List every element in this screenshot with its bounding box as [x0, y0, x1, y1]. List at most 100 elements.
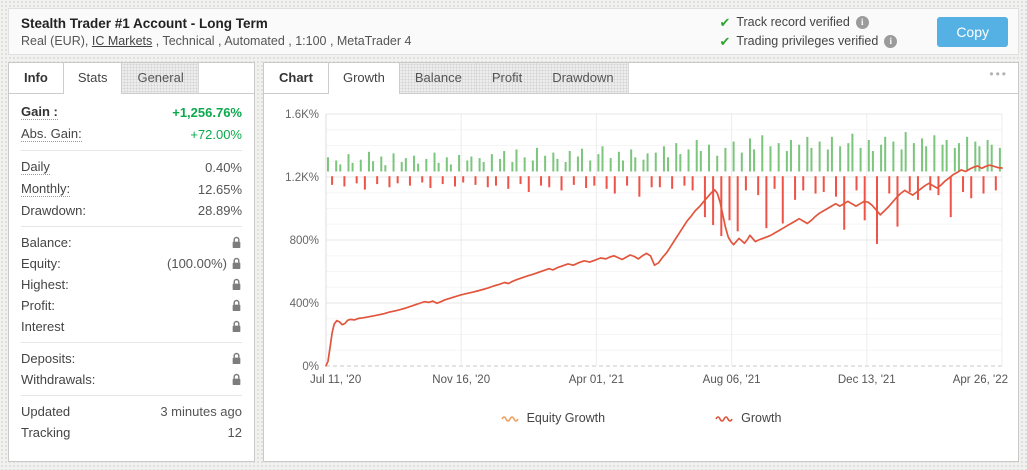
trading-privileges-verified-label: Trading privileges verified: [736, 33, 879, 48]
trading-privileges-verified-row: ✔ Trading privileges verified i: [719, 32, 898, 51]
balance-label: Balance:: [21, 235, 72, 250]
tab-stats[interactable]: Stats: [62, 63, 123, 94]
lock-icon: [231, 352, 242, 365]
daily-value: 0.40%: [205, 159, 242, 175]
equity-value: (100.00%): [167, 256, 227, 271]
deposits-row: Deposits:: [21, 348, 242, 369]
deposits-label: Deposits:: [21, 351, 76, 366]
lock-icon: [231, 320, 242, 333]
lock-icon: [231, 257, 242, 270]
account-title: Stealth Trader #1 Account - Long Term: [21, 15, 268, 31]
interest-row: Interest: [21, 316, 242, 337]
equity-label: Equity:: [21, 256, 61, 271]
svg-text:Apr 01, '21: Apr 01, '21: [569, 374, 624, 386]
info-icon[interactable]: i: [884, 34, 898, 48]
tracking-row: Tracking 12: [21, 422, 242, 443]
track-record-verified-label: Track record verified: [736, 14, 850, 29]
equity-growth-line-icon: [500, 415, 519, 422]
chart-legend: Equity Growth Growth: [270, 411, 1012, 425]
divider: [21, 342, 242, 343]
updated-row: Updated 3 minutes ago: [21, 401, 242, 422]
tab-general[interactable]: General: [122, 63, 199, 93]
account-info: Stealth Trader #1 Account - Long Term Re…: [9, 16, 411, 48]
equity-row: Equity: (100.00%): [21, 253, 242, 274]
broker-link[interactable]: IC Markets: [91, 33, 153, 48]
tab-balance[interactable]: Balance: [399, 63, 477, 93]
verification-area: ✔ Track record verified i ✔ Trading priv…: [719, 13, 1018, 51]
track-record-verified-row: ✔ Track record verified i: [719, 13, 897, 32]
stats-body: Gain : +1,256.76% Abs. Gain: +72.00% Dai…: [9, 94, 254, 449]
abs-gain-row: Abs. Gain: +72.00%: [21, 123, 242, 145]
stats-tabbar: Info Stats General: [9, 63, 254, 94]
svg-text:Jul 11, '20: Jul 11, '20: [310, 374, 361, 386]
growth-line-icon: [715, 415, 733, 422]
highest-label: Highest:: [21, 277, 69, 292]
withdrawals-row: Withdrawals:: [21, 369, 242, 390]
svg-text:800%: 800%: [290, 235, 319, 247]
tab-drawdown[interactable]: Drawdown: [537, 63, 629, 93]
svg-text:400%: 400%: [290, 298, 319, 310]
abs-gain-label: Abs. Gain:: [21, 126, 82, 142]
gain-value: +1,256.76%: [172, 104, 242, 120]
tab-growth[interactable]: Growth: [327, 63, 400, 94]
daily-row: Daily 0.40%: [21, 156, 242, 178]
monthly-label: Monthly:: [21, 181, 71, 197]
balance-row: Balance:: [21, 232, 242, 253]
stats-panel: Info Stats General Gain : +1,256.76% Abs…: [8, 62, 255, 462]
highest-row: Highest:: [21, 274, 242, 295]
account-type: Real (EUR),: [21, 33, 92, 48]
legend-equity-growth[interactable]: Equity Growth: [500, 411, 606, 425]
gain-row: Gain : +1,256.76%: [21, 101, 242, 123]
drawdown-label: Drawdown:: [21, 203, 87, 218]
lock-icon: [231, 236, 242, 249]
growth-chart: 0% 400% 800% 1.2K% 1.6K% Jul 11, '20 Nov 16, '…: [285, 109, 1008, 386]
check-icon: ✔: [719, 33, 731, 49]
svg-text:0%: 0%: [302, 361, 319, 373]
account-subtitle: Real (EUR), IC Markets , Technical , Aut…: [21, 34, 411, 48]
account-header: Stealth Trader #1 Account - Long Term Re…: [8, 8, 1019, 55]
monthly-value: 12.65%: [197, 181, 242, 197]
svg-text:1.6K%: 1.6K%: [285, 109, 319, 121]
growth-chart-container: 0% 400% 800% 1.2K% 1.6K% Jul 11, '20 Nov 16, '…: [264, 94, 1018, 425]
updated-label: Updated: [21, 404, 71, 419]
lock-icon: [231, 373, 242, 386]
more-options-icon[interactable]: •••: [989, 67, 1008, 81]
profit-row: Profit:: [21, 295, 242, 316]
svg-text:Aug 06, '21: Aug 06, '21: [703, 374, 761, 386]
tab-chart[interactable]: Chart: [279, 70, 313, 85]
check-icon: ✔: [719, 14, 731, 30]
legend-equity-growth-label: Equity Growth: [526, 411, 606, 425]
updated-value: 3 minutes ago: [160, 404, 242, 419]
profit-label: Profit:: [21, 298, 55, 313]
withdrawals-label: Withdrawals:: [21, 372, 96, 387]
daily-label: Daily: [21, 159, 50, 175]
info-icon[interactable]: i: [855, 15, 869, 29]
drawdown-row: Drawdown: 28.89%: [21, 200, 242, 221]
divider: [21, 395, 242, 396]
interest-label: Interest: [21, 319, 65, 334]
legend-growth-label: Growth: [741, 411, 782, 425]
gain-label: Gain :: [21, 104, 58, 120]
svg-text:Dec 13, '21: Dec 13, '21: [838, 374, 896, 386]
chart-tabbar: Chart Growth Balance Profit Drawdown •••: [264, 63, 1018, 94]
tab-info[interactable]: Info: [24, 70, 48, 85]
divider: [21, 150, 242, 151]
svg-text:1.2K%: 1.2K%: [285, 172, 319, 184]
account-attributes: , Technical , Automated , 1:100 , MetaTr…: [152, 33, 412, 48]
tab-profit[interactable]: Profit: [476, 63, 538, 93]
copy-button[interactable]: Copy: [937, 16, 1008, 47]
lock-icon: [231, 299, 242, 312]
monthly-row: Monthly: 12.65%: [21, 178, 242, 200]
drawdown-value: 28.89%: [197, 203, 242, 218]
verification-block: ✔ Track record verified i ✔ Trading priv…: [719, 13, 898, 51]
legend-growth[interactable]: Growth: [715, 411, 781, 425]
lock-icon: [231, 278, 242, 291]
svg-text:Nov 16, '20: Nov 16, '20: [432, 374, 490, 386]
abs-gain-value: +72.00%: [190, 126, 242, 142]
svg-text:Apr 26, '22: Apr 26, '22: [953, 374, 1008, 386]
divider: [21, 226, 242, 227]
tracking-value: 12: [227, 425, 242, 440]
tracking-label: Tracking: [21, 425, 71, 440]
chart-panel: Chart Growth Balance Profit Drawdown •••…: [263, 62, 1019, 462]
